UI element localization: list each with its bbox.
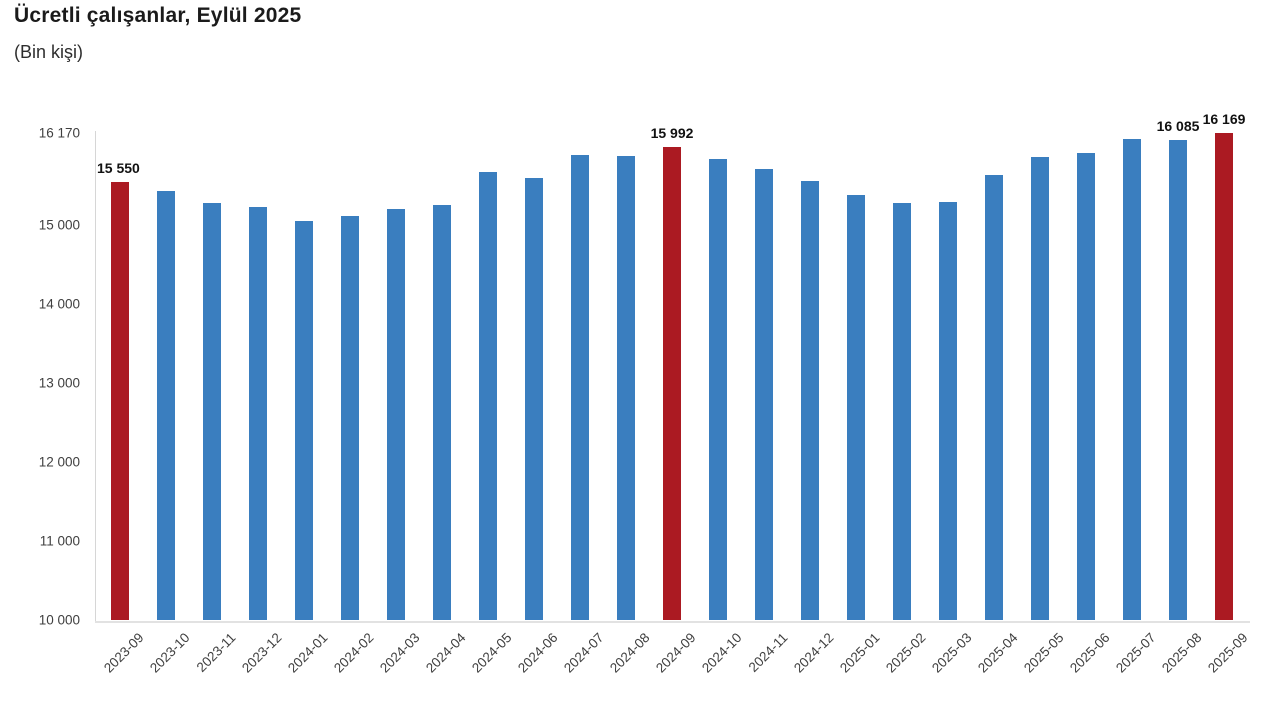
x-axis-tick-label: 2023-10 bbox=[146, 630, 193, 676]
x-axis-tick-label: 2023-12 bbox=[238, 630, 285, 676]
bar bbox=[433, 204, 451, 620]
x-axis-tick-label: 2025-07 bbox=[1112, 630, 1159, 676]
bar bbox=[1123, 138, 1141, 620]
x-axis-tick-label: 2024-01 bbox=[284, 630, 331, 676]
bar bbox=[341, 215, 359, 620]
y-axis-tick-label: 10 000 bbox=[38, 612, 80, 628]
bar bbox=[295, 220, 313, 620]
x-axis-tick-label: 2024-08 bbox=[606, 630, 653, 676]
bar bbox=[939, 201, 957, 620]
chart-title: Ücretli çalışanlar, Eylül 2025 bbox=[14, 4, 302, 27]
y-axis-line bbox=[95, 131, 96, 621]
y-axis-tick-label: 16 170 bbox=[38, 125, 80, 141]
bar bbox=[157, 191, 175, 620]
x-axis-tick-label: 2025-02 bbox=[882, 630, 929, 676]
y-axis-tick-label: 14 000 bbox=[38, 296, 80, 312]
x-axis-tick-label: 2025-05 bbox=[1020, 630, 1067, 676]
bar bbox=[755, 168, 773, 620]
x-axis-tick-label: 2024-04 bbox=[422, 630, 469, 676]
bar bbox=[1077, 152, 1095, 620]
bar bbox=[249, 207, 267, 620]
bar bbox=[525, 177, 543, 620]
x-axis-tick-label: 2024-12 bbox=[790, 630, 837, 676]
bar-highlighted bbox=[1215, 133, 1233, 620]
bar bbox=[1031, 156, 1049, 620]
x-axis-tick-label: 2023-09 bbox=[100, 630, 147, 676]
x-axis-tick-label: 2025-03 bbox=[928, 630, 975, 676]
bar bbox=[571, 155, 589, 620]
bar bbox=[617, 155, 635, 620]
bar-data-label: 16 085 bbox=[1156, 117, 1200, 134]
bar bbox=[801, 181, 819, 620]
bar bbox=[893, 203, 911, 620]
bar-highlighted bbox=[663, 147, 681, 620]
x-axis-tick-label: 2025-08 bbox=[1158, 630, 1205, 676]
x-axis-tick-label: 2024-05 bbox=[468, 630, 515, 676]
bar-data-label: 16 169 bbox=[1202, 111, 1246, 128]
x-axis-line bbox=[95, 621, 1250, 623]
bar bbox=[203, 203, 221, 620]
x-axis-tick-label: 2025-09 bbox=[1204, 630, 1251, 676]
bar bbox=[479, 171, 497, 620]
x-axis-tick-label: 2025-04 bbox=[974, 630, 1021, 676]
y-axis-tick-label: 15 000 bbox=[38, 217, 80, 233]
bar bbox=[847, 194, 865, 620]
y-axis-tick-label: 11 000 bbox=[39, 533, 80, 549]
x-axis-tick-label: 2024-02 bbox=[330, 630, 377, 676]
bar bbox=[709, 159, 727, 620]
x-axis-tick-label: 2024-07 bbox=[560, 630, 607, 676]
chart-subtitle: (Bin kişi) bbox=[14, 42, 84, 62]
x-axis-tick-label: 2024-10 bbox=[698, 630, 745, 676]
x-axis-tick-label: 2024-11 bbox=[745, 630, 791, 675]
bar-highlighted bbox=[111, 181, 129, 620]
x-axis-tick-label: 2024-09 bbox=[652, 630, 699, 676]
y-axis-tick-label: 13 000 bbox=[38, 375, 80, 391]
bar-data-label: 15 992 bbox=[650, 125, 694, 142]
bar bbox=[387, 208, 405, 620]
y-axis-tick-label: 12 000 bbox=[38, 454, 80, 470]
x-axis-tick-label: 2025-01 bbox=[836, 630, 883, 676]
bar bbox=[1169, 139, 1187, 620]
bar bbox=[985, 174, 1003, 620]
bar-data-label: 15 550 bbox=[97, 159, 140, 176]
x-axis-tick-label: 2023-11 bbox=[193, 630, 239, 675]
x-axis-tick-label: 2025-06 bbox=[1066, 630, 1113, 676]
x-axis-tick-label: 2024-03 bbox=[376, 630, 423, 676]
x-axis-tick-label: 2024-06 bbox=[514, 630, 561, 676]
